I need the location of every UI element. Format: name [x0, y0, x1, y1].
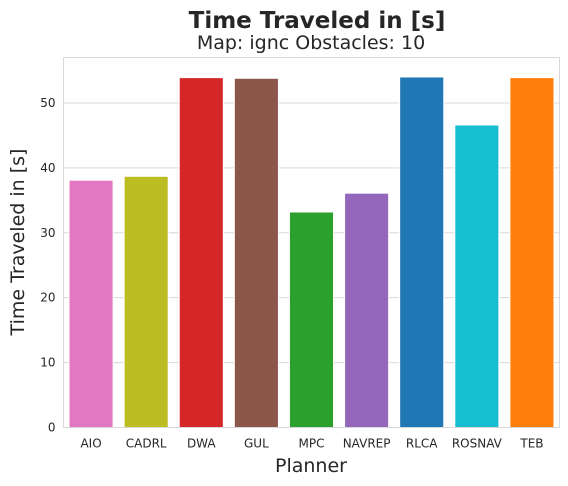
- x-tick-label-mpc: MPC: [299, 437, 325, 451]
- x-tick-label-rosnav: ROSNAV: [452, 437, 503, 451]
- chart-subtitle: Map: ignc Obstacles: 10: [197, 32, 425, 54]
- x-tick-label-teb: TEB: [519, 437, 543, 451]
- y-tick-label: 10: [40, 356, 55, 370]
- x-tick-label-navrep: NAVREP: [343, 437, 391, 451]
- bar-teb: [509, 77, 555, 429]
- bar-rosnav: [454, 124, 500, 429]
- plot-frame: [63, 57, 560, 428]
- x-tick-label-cadrl: CADRL: [126, 437, 167, 451]
- bar-mpc: [288, 211, 335, 428]
- y-tick-label: 0: [48, 421, 56, 435]
- y-tick-label: 30: [40, 226, 55, 240]
- bar-dwa: [178, 77, 224, 429]
- x-tick-label-aio: AIO: [80, 437, 101, 451]
- bar-gul: [233, 77, 279, 428]
- x-tick-label-gul: GUL: [244, 437, 269, 451]
- bars: [68, 76, 555, 429]
- chart-title: Time Traveled in [s]: [189, 8, 446, 34]
- bar-aio: [68, 179, 114, 428]
- y-tick-label: 20: [40, 291, 55, 305]
- y-tick-labels: 0 10 20 30 40 50: [40, 96, 55, 435]
- y-axis-label: Time Traveled in [s]: [7, 149, 29, 337]
- y-tick-label: 40: [40, 161, 55, 175]
- x-tick-label-rlca: RLCA: [406, 437, 438, 451]
- bar-navrep: [344, 192, 390, 428]
- x-axis-label: Planner: [275, 455, 347, 477]
- y-tick-label: 50: [40, 96, 55, 110]
- bar-cadrl: [123, 175, 169, 428]
- bar-rlca: [399, 76, 445, 428]
- x-tick-labels: AIO CADRL DWA GUL MPC NAVREP RLCA ROSNAV TEB: [80, 437, 543, 451]
- x-tick-label-dwa: DWA: [187, 437, 216, 451]
